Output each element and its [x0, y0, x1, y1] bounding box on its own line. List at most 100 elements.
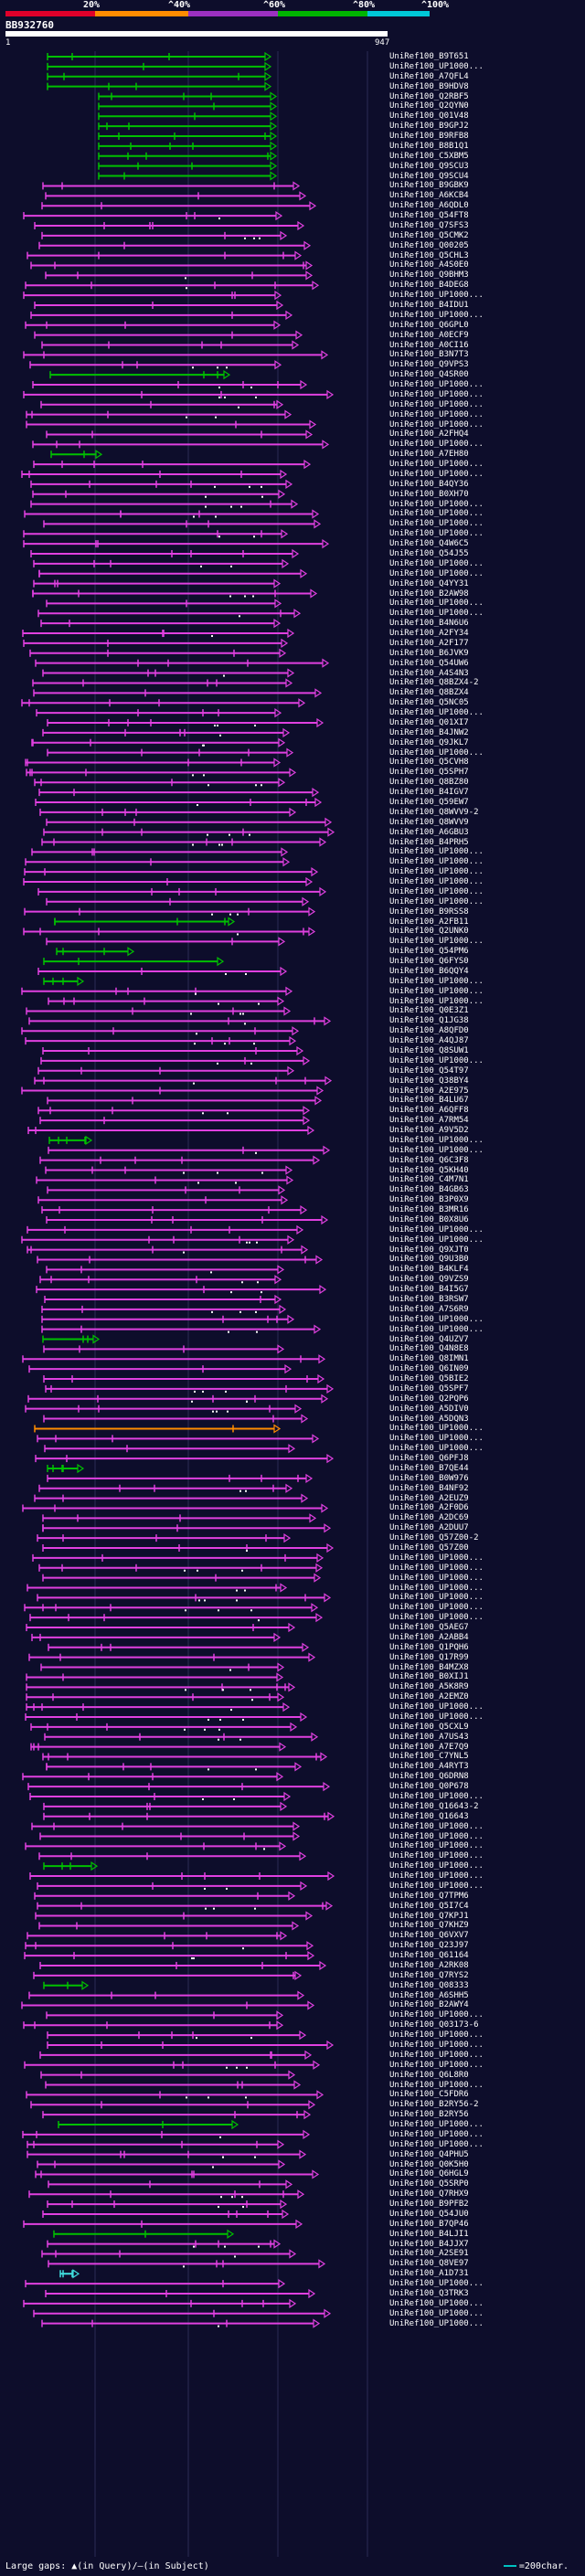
- hit-track[interactable]: [98, 111, 278, 122]
- hit-track[interactable]: [28, 1652, 316, 1662]
- hit-track[interactable]: [30, 499, 299, 509]
- hit-label[interactable]: UniRef100_Q8WVV9: [389, 817, 469, 827]
- hit-track[interactable]: [34, 300, 284, 311]
- hit-label[interactable]: UniRef100_A5DQN3: [389, 1414, 469, 1424]
- hit-label[interactable]: UniRef100_UP1000...: [389, 1235, 484, 1245]
- hit-label[interactable]: UniRef100_Q54UW6: [389, 658, 469, 668]
- hit-track[interactable]: [45, 191, 307, 201]
- hit-track[interactable]: [47, 1463, 85, 1474]
- hit-label[interactable]: UniRef100_C4M7N1: [389, 1175, 469, 1185]
- hit-label[interactable]: UniRef100_A2E975: [389, 1086, 469, 1096]
- hit-track[interactable]: [27, 1245, 309, 1255]
- hit-track[interactable]: [36, 1284, 327, 1295]
- hit-track[interactable]: [56, 947, 135, 957]
- hit-label[interactable]: UniRef100_B9T651: [389, 52, 469, 61]
- hit-label[interactable]: UniRef100_B2AWY4: [389, 2000, 469, 2010]
- hit-track[interactable]: [46, 937, 286, 947]
- hit-label[interactable]: UniRef100_UP1000...: [389, 2080, 484, 2090]
- hit-label[interactable]: UniRef100_B4N6U6: [389, 619, 469, 629]
- hit-label[interactable]: UniRef100_Q8BZX4: [389, 688, 469, 698]
- hit-label[interactable]: UniRef100_A2DC69: [389, 1513, 469, 1523]
- hit-track[interactable]: [25, 1035, 297, 1046]
- hit-label[interactable]: UniRef100_A7S6R9: [389, 1304, 469, 1314]
- hit-track[interactable]: [33, 459, 312, 470]
- hit-track[interactable]: [22, 1772, 284, 1782]
- hit-track[interactable]: [48, 996, 285, 1006]
- hit-label[interactable]: UniRef100_UP1000...: [389, 1055, 484, 1065]
- hit-label[interactable]: UniRef100_A2EMZ0: [389, 1692, 469, 1702]
- hit-track[interactable]: [27, 1394, 329, 1404]
- hit-label[interactable]: UniRef100_B9RSS8: [389, 906, 469, 917]
- hit-label[interactable]: UniRef100_UP1000...: [389, 1573, 484, 1583]
- hit-label[interactable]: UniRef100_UP1000...: [389, 1871, 484, 1882]
- hit-track[interactable]: [37, 1255, 324, 1265]
- hit-track[interactable]: [42, 2110, 312, 2120]
- hit-label[interactable]: UniRef100_UP1000...: [389, 1444, 484, 1454]
- hit-track[interactable]: [23, 2298, 297, 2309]
- hit-track[interactable]: [40, 2070, 296, 2080]
- hit-track[interactable]: [43, 519, 322, 529]
- hit-label[interactable]: UniRef100_B3N7T3: [389, 350, 469, 360]
- hit-label[interactable]: UniRef100_B9GPJ2: [389, 122, 469, 132]
- hit-label[interactable]: UniRef100_UP1000...: [389, 599, 484, 609]
- hit-track[interactable]: [23, 927, 316, 937]
- hit-label[interactable]: UniRef100_Q9BHM3: [389, 270, 469, 281]
- hit-label[interactable]: UniRef100_UP1000...: [389, 310, 484, 320]
- hit-label[interactable]: UniRef100_UP1000...: [389, 1553, 484, 1563]
- hit-track[interactable]: [37, 1881, 308, 1892]
- hit-track[interactable]: [30, 1742, 287, 1752]
- hit-label[interactable]: UniRef100_Q4PHU5: [389, 2149, 469, 2159]
- hit-track[interactable]: [44, 1444, 296, 1454]
- hit-track[interactable]: [37, 886, 327, 897]
- hit-label[interactable]: UniRef100_Q8IMN1: [389, 1354, 469, 1364]
- hit-track[interactable]: [98, 101, 278, 111]
- hit-track[interactable]: [41, 340, 300, 350]
- hit-track[interactable]: [25, 2278, 286, 2289]
- hit-track[interactable]: [26, 1672, 284, 1682]
- hit-track[interactable]: [48, 1135, 93, 1146]
- hit-label[interactable]: UniRef100_UP1000...: [389, 519, 484, 529]
- hit-track[interactable]: [21, 1026, 300, 1036]
- hit-label[interactable]: UniRef100_Q4SR00: [389, 370, 469, 380]
- hit-label[interactable]: UniRef100_UP1000...: [389, 499, 484, 509]
- hit-track[interactable]: [34, 778, 286, 788]
- hit-track[interactable]: [36, 707, 282, 718]
- hit-label[interactable]: UniRef100_A2F177: [389, 638, 469, 648]
- hit-label[interactable]: UniRef100_UP1000...: [389, 380, 484, 390]
- hit-label[interactable]: UniRef100_Q6DRN8: [389, 1772, 469, 1782]
- hit-track[interactable]: [42, 1045, 304, 1056]
- hit-label[interactable]: UniRef100_B0W976: [389, 1473, 469, 1483]
- hit-track[interactable]: [37, 1195, 289, 1205]
- hit-track[interactable]: [40, 399, 284, 409]
- hit-label[interactable]: UniRef100_UP1000...: [389, 896, 484, 906]
- hit-track[interactable]: [30, 2100, 316, 2110]
- hit-label[interactable]: UniRef100_UP1000...: [389, 867, 484, 877]
- hit-track[interactable]: [46, 817, 333, 827]
- hit-label[interactable]: UniRef100_Q3TRK3: [389, 2289, 469, 2298]
- hit-track[interactable]: [47, 2239, 282, 2249]
- hit-label[interactable]: UniRef100_Q6FYS0: [389, 957, 469, 967]
- hit-label[interactable]: UniRef100_Q23J97: [389, 1941, 469, 1951]
- hit-track[interactable]: [48, 1642, 310, 1652]
- hit-track[interactable]: [43, 1980, 90, 1990]
- hit-track[interactable]: [32, 588, 318, 599]
- hit-track[interactable]: [34, 1891, 296, 1901]
- hit-track[interactable]: [42, 1542, 335, 1553]
- hit-label[interactable]: UniRef100_UP1000...: [389, 2120, 484, 2130]
- hit-label[interactable]: UniRef100_UP1000...: [389, 886, 484, 896]
- hit-track[interactable]: [29, 360, 282, 370]
- hit-track[interactable]: [24, 509, 320, 519]
- hit-label[interactable]: UniRef100_A6QFF8: [389, 1106, 469, 1116]
- hit-track[interactable]: [25, 281, 320, 291]
- hit-label[interactable]: UniRef100_Q0K5H0: [389, 2159, 469, 2169]
- hit-label[interactable]: UniRef100_B2RY56-2: [389, 2100, 479, 2110]
- hit-track[interactable]: [34, 1076, 333, 1086]
- hit-label[interactable]: UniRef100_Q54J55: [389, 549, 469, 558]
- hit-track[interactable]: [27, 250, 303, 260]
- hit-track[interactable]: [47, 71, 272, 81]
- hit-label[interactable]: UniRef100_Q57Z00: [389, 1543, 469, 1553]
- hit-label[interactable]: UniRef100_A7US43: [389, 1732, 469, 1742]
- hit-label[interactable]: UniRef100_B3P0X9: [389, 1195, 469, 1205]
- hit-track[interactable]: [37, 1106, 311, 1116]
- hit-label[interactable]: UniRef100_UP1000...: [389, 609, 484, 619]
